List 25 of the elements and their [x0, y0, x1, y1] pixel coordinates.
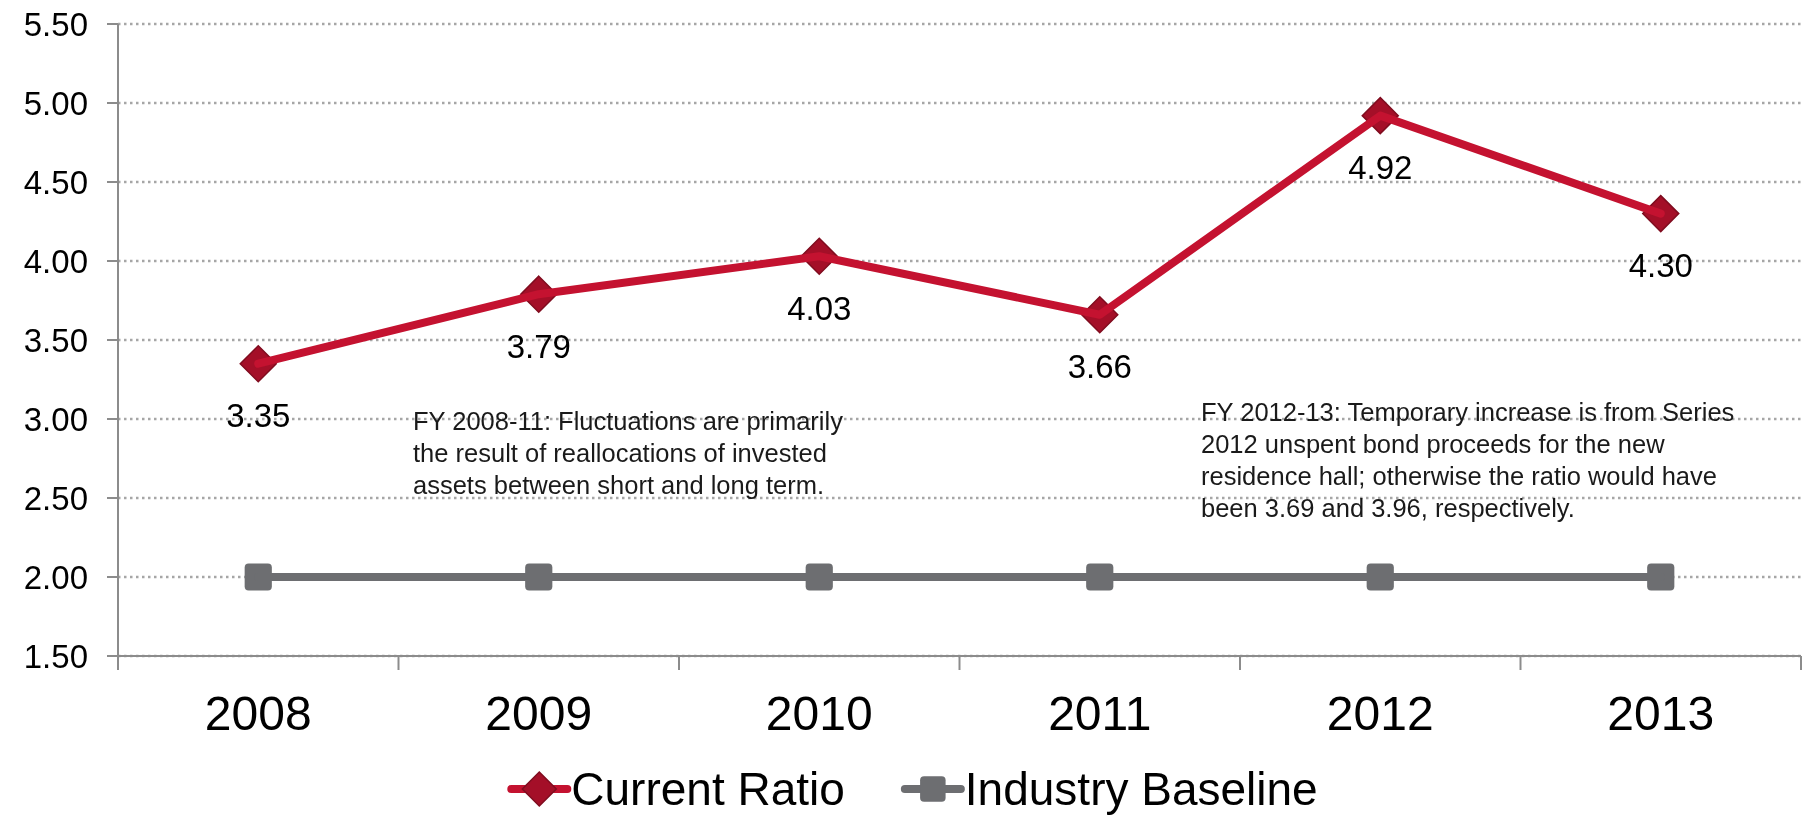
x-tick-label: 2010	[765, 686, 873, 740]
data-label: 3.66	[1067, 348, 1132, 386]
legend-label: Industry Baseline	[964, 763, 1318, 815]
annotation: FY 2012-13: Temporary increase is from Series 2012 unspent bond proceeds for the new residence hall; otherwise the ratio would have been 3.69 and 3.96, respectively.	[1201, 398, 1735, 522]
data-label: 4.03	[787, 289, 852, 327]
x-tick-label: 2008	[204, 686, 312, 740]
x-tick-label: 2013	[1607, 686, 1715, 740]
data-label: 4.30	[1628, 247, 1693, 285]
y-tick-label: 4.50	[23, 163, 88, 201]
data-label: 3.35	[226, 397, 291, 435]
y-tick-label: 3.00	[23, 400, 88, 438]
annotation: FY 2008-11: Fluctuations are primarily the result of reallocations of invested assets between short and long term.	[413, 407, 844, 499]
y-tick-label: 5.00	[23, 84, 88, 122]
x-tick-label: 2012	[1326, 686, 1434, 740]
y-tick-label: 5.50	[23, 5, 88, 43]
y-tick-label: 2.00	[23, 558, 88, 596]
legend-label: Current Ratio	[571, 763, 845, 815]
y-tick-label: 2.50	[23, 479, 88, 517]
data-label: 4.92	[1348, 149, 1413, 187]
x-tick-label: 2009	[485, 686, 593, 740]
data-label: 3.79	[506, 327, 571, 365]
y-tick-label: 3.50	[23, 321, 88, 359]
y-tick-label: 1.50	[23, 637, 88, 675]
x-tick-label: 2011	[1048, 686, 1152, 740]
y-tick-label: 4.00	[23, 242, 88, 280]
